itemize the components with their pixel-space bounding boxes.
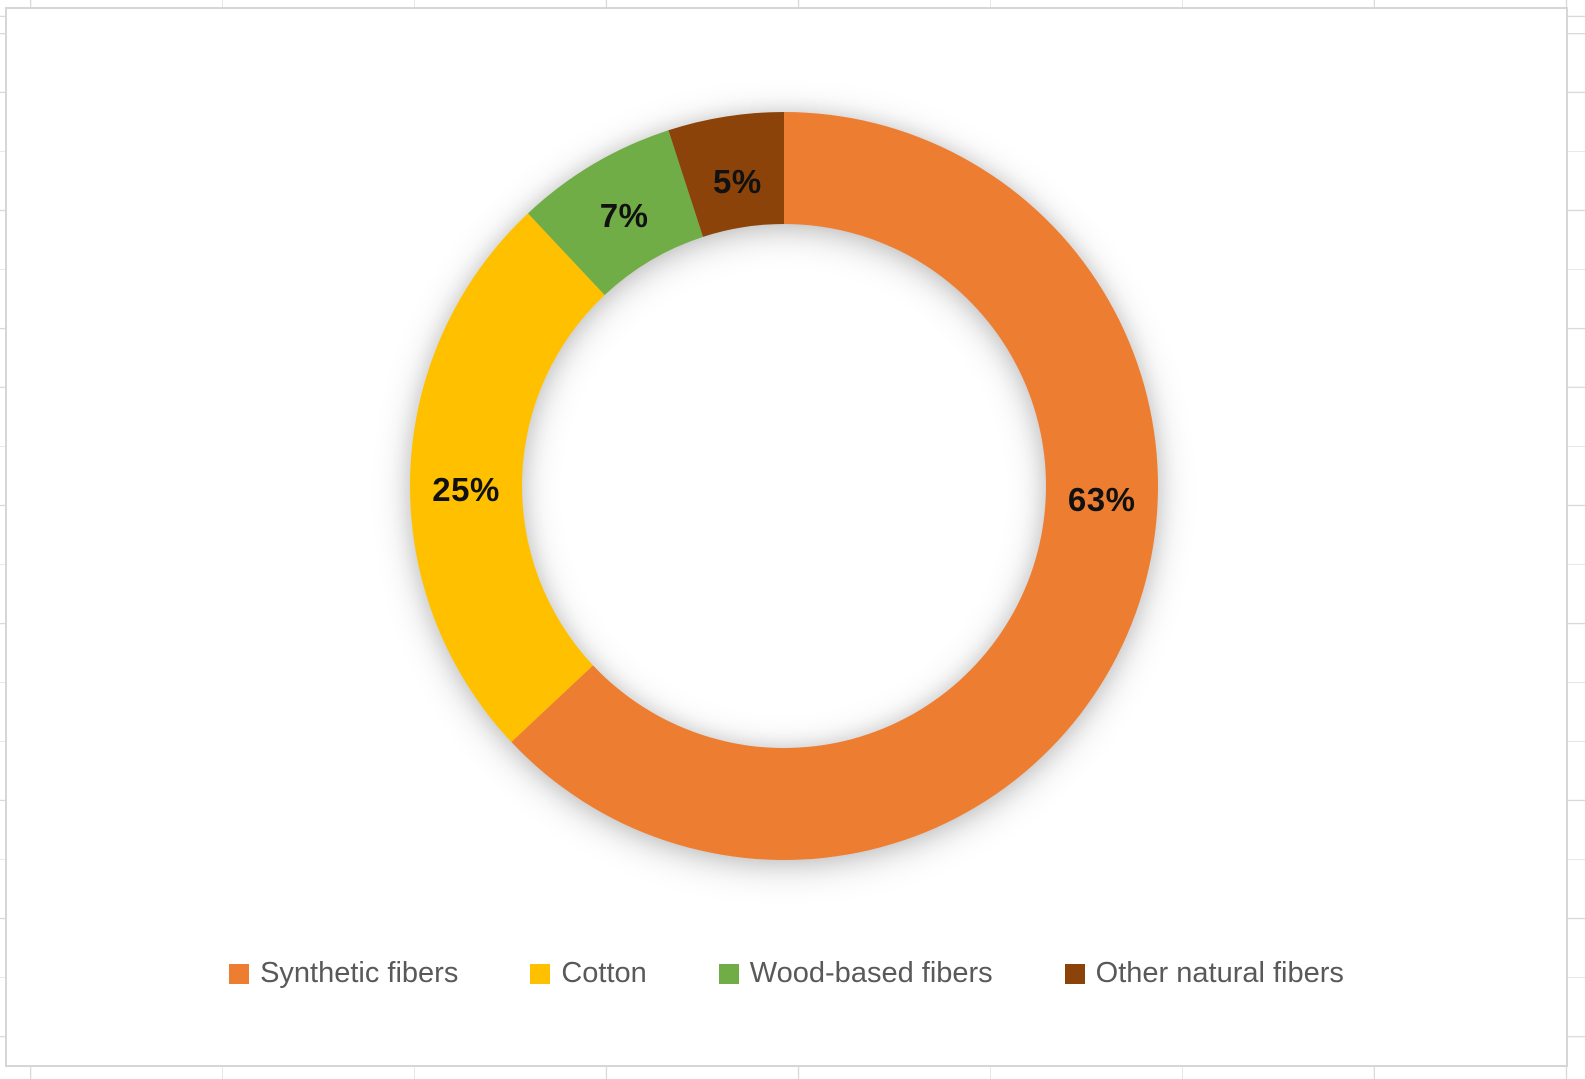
chart-legend: Synthetic fibers Cotton Wood-based fibers O… [7,957,1566,990]
legend-marker-synthetic-fibers [229,963,250,984]
legend-item-cotton[interactable]: Cotton [530,957,647,990]
legend-item-other-natural-fibers[interactable]: Other natural fibers [1064,957,1344,990]
donut-chart [409,112,1158,860]
legend-marker-wood-based-fibers [718,963,739,984]
legend-label: Wood-based fibers [749,957,993,989]
donut-slice-cotton[interactable] [409,213,605,743]
legend-label: Other natural fibers [1095,957,1344,989]
legend-marker-other-natural-fibers [1064,963,1085,984]
donut-ring [409,112,1158,860]
data-label-wood-based-fibers: 7% [599,196,649,234]
data-label-cotton: 25% [432,470,500,508]
legend-item-synthetic-fibers[interactable]: Synthetic fibers [229,957,458,990]
legend-label: Synthetic fibers [260,957,459,989]
legend-marker-cotton [530,963,551,984]
donut-slice-wood-based-fibers[interactable] [527,130,704,296]
data-label-synthetic-fibers: 63% [1067,480,1136,518]
donut-slice-other-natural-fibers[interactable] [668,112,784,237]
chart-frame[interactable]: 63% 25% 7% 5% Synthetic fibers Cotton Wood-ba… [5,7,1568,1067]
legend-label: Cotton [561,957,647,989]
data-label-other-natural-fibers: 5% [713,162,762,200]
donut-slice-synthetic-fibers[interactable] [511,112,1158,860]
legend-item-wood-based-fibers[interactable]: Wood-based fibers [718,957,993,990]
